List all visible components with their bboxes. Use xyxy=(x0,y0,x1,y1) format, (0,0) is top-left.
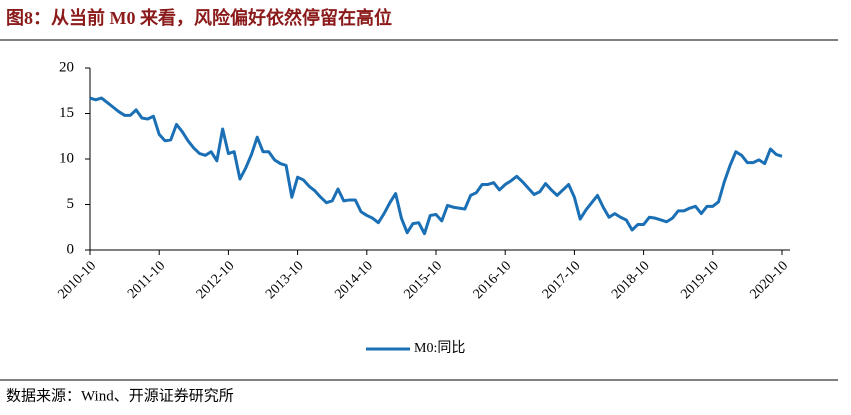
x-tick-label: 2020-10 xyxy=(747,258,791,302)
y-tick-label: 10 xyxy=(59,150,74,166)
x-tick-label: 2016-10 xyxy=(471,258,515,302)
chart-title: 图8：从当前 M0 来看，风险偏好依然停留在高位 xyxy=(6,7,392,28)
x-tick-label: 2012-10 xyxy=(194,258,238,302)
x-tick-label: 2018-10 xyxy=(609,258,653,302)
x-tick-label: 2017-10 xyxy=(540,258,584,302)
legend-label: M0:同比 xyxy=(414,340,465,356)
x-tick-label: 2011-10 xyxy=(125,258,168,301)
y-tick-label: 20 xyxy=(59,59,74,75)
x-tick-label: 2015-10 xyxy=(401,258,445,302)
y-tick-label: 5 xyxy=(67,196,75,212)
y-tick-label: 0 xyxy=(67,241,75,257)
x-tick-label: 2013-10 xyxy=(263,258,307,302)
source: 数据来源：Wind、开源证券研究所 xyxy=(6,387,234,404)
x-tick-label: 2019-10 xyxy=(678,258,722,302)
line-series xyxy=(89,96,783,236)
x-tick-label: 2010-10 xyxy=(55,258,99,302)
x-tick-label: 2014-10 xyxy=(332,258,376,302)
y-tick-label: 15 xyxy=(59,105,74,121)
